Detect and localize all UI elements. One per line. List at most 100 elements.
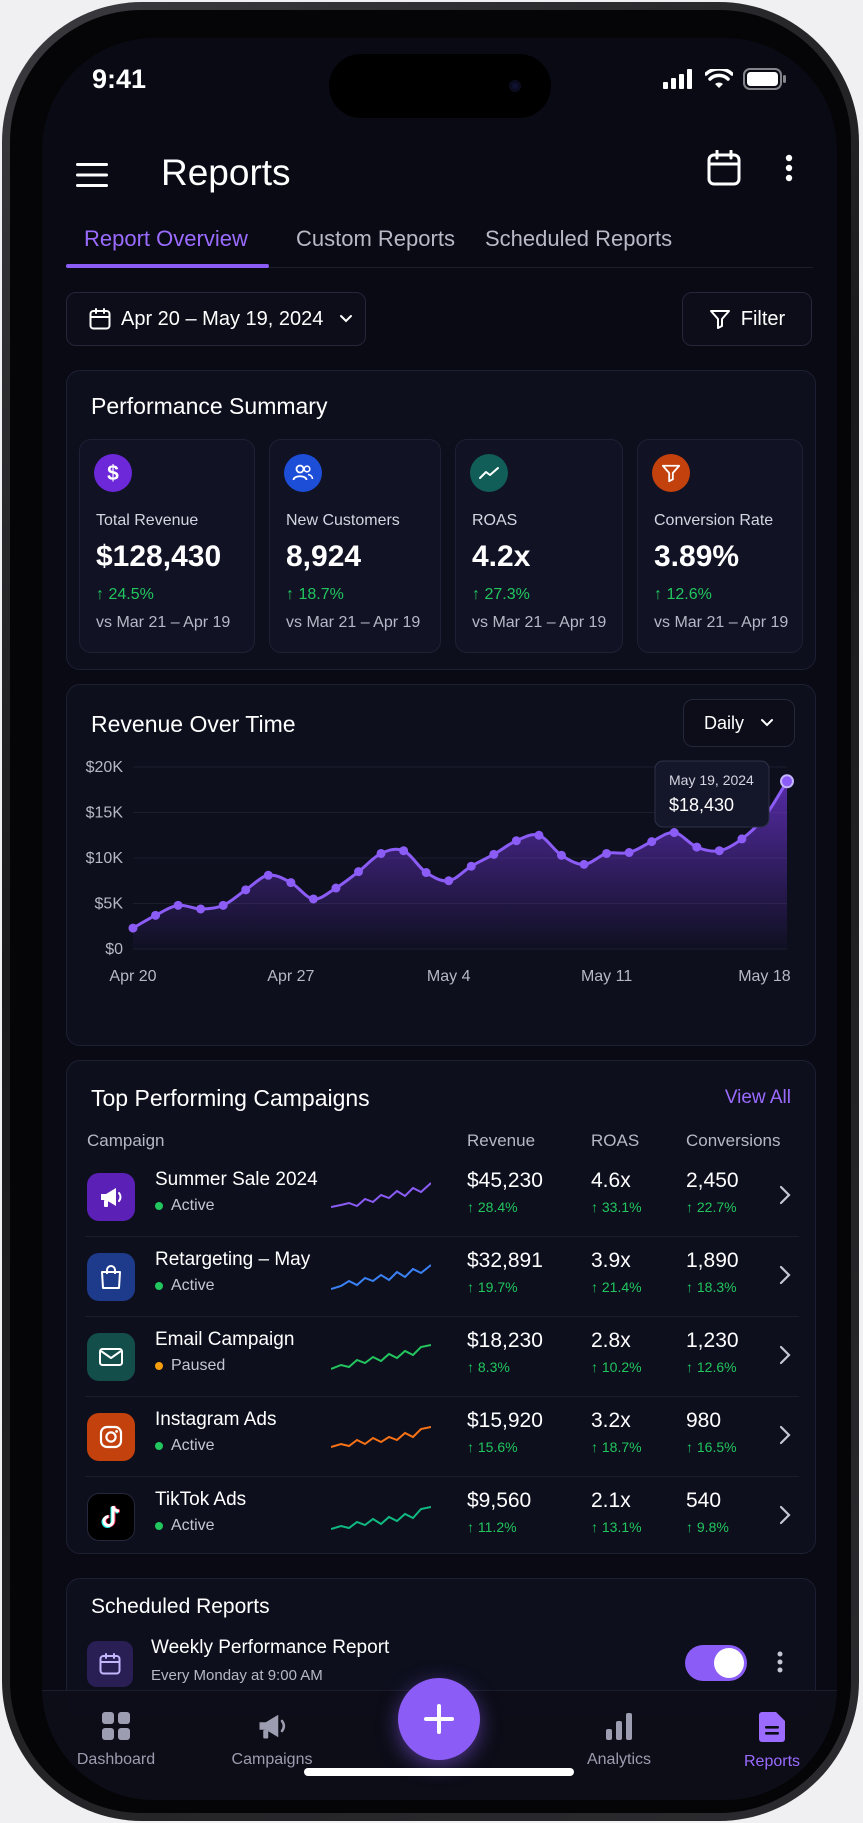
data-point[interactable] [780, 774, 794, 789]
tab-scheduled-reports[interactable]: Scheduled Reports [485, 226, 673, 251]
data-point[interactable] [714, 846, 724, 856]
campaign-status: Active [155, 1437, 215, 1455]
megaphone-icon [259, 1714, 286, 1739]
date-range-selector[interactable]: Apr 20 – May 19, 2024 [66, 292, 366, 346]
users-icon [284, 454, 322, 492]
column-header-conversions: Conversions [686, 1131, 781, 1150]
campaign-row[interactable]: Retargeting – May Active $32,891 ↑ 19.7%… [67, 1237, 817, 1317]
data-point[interactable] [489, 849, 499, 859]
metric-conversion-rate[interactable]: Conversion Rate 3.89% ↑ 12.6% vs Mar 21 … [637, 439, 803, 653]
y-tick-label: $20K [86, 759, 124, 776]
metric-label: Total Revenue [96, 512, 199, 529]
data-point[interactable] [556, 850, 566, 860]
menu-icon[interactable] [76, 162, 108, 188]
page-title: Reports [161, 152, 291, 193]
nav-analytics[interactable]: Analytics [559, 1711, 679, 1769]
data-point[interactable] [421, 868, 431, 878]
campaign-row[interactable]: TikTok Ads Active $9,560 ↑ 11.2% 2.1x ↑ … [67, 1477, 817, 1557]
metric-value: 8,924 [286, 540, 362, 573]
tab-custom-reports[interactable]: Custom Reports [296, 226, 455, 251]
data-point[interactable] [466, 861, 476, 871]
campaign-conversions-change: ↑ 12.6% [686, 1359, 737, 1375]
data-point[interactable] [241, 885, 251, 895]
chevron-right-icon[interactable] [779, 1265, 791, 1285]
data-point[interactable] [399, 846, 409, 856]
data-point[interactable] [173, 900, 183, 910]
campaign-revenue: $9,560 [467, 1489, 532, 1512]
chevron-right-icon[interactable] [779, 1425, 791, 1445]
chevron-right-icon[interactable] [779, 1505, 791, 1525]
scheduled-reports-title: Scheduled Reports [91, 1595, 270, 1618]
data-point[interactable] [647, 837, 657, 847]
nav-label: Campaigns [231, 1751, 313, 1768]
status-label: Active [171, 1437, 215, 1454]
metric-period: vs Mar 21 – Apr 19 [472, 614, 607, 631]
data-point[interactable] [737, 834, 747, 844]
campaign-roas-change: ↑ 10.2% [591, 1359, 642, 1375]
campaign-conversions: 540 [686, 1489, 722, 1512]
data-point[interactable] [624, 848, 634, 858]
active-tab-indicator [66, 264, 269, 268]
tab-report-overview[interactable]: Report Overview [84, 226, 248, 251]
data-point[interactable] [218, 900, 228, 910]
nav-dashboard[interactable]: Dashboard [56, 1711, 176, 1769]
metric-new-customers[interactable]: New Customers 8,924 ↑ 18.7% vs Mar 21 – … [269, 439, 441, 653]
campaign-name: Summer Sale 2024 [155, 1169, 318, 1190]
campaign-revenue: $15,920 [467, 1409, 543, 1432]
nav-campaigns[interactable]: Campaigns [212, 1711, 332, 1769]
data-point[interactable] [354, 867, 364, 877]
campaign-status: Active [155, 1197, 215, 1215]
y-tick-label: $5K [95, 896, 124, 913]
data-point[interactable] [511, 836, 521, 846]
more-vertical-icon[interactable] [785, 154, 793, 182]
metric-change: ↑ 12.6% [654, 586, 712, 603]
data-point[interactable] [376, 848, 386, 858]
campaign-row[interactable]: Email Campaign Paused $18,230 ↑ 8.3% 2.8… [67, 1317, 817, 1397]
nav-reports[interactable]: Reports [712, 1711, 832, 1771]
bar-chart-icon [606, 1713, 632, 1740]
data-point[interactable] [308, 894, 318, 904]
data-point[interactable] [579, 859, 589, 869]
revenue-chart: $0 $5K $10K $15K $20K Apr 20 Apr 27 May 4 May 1… [67, 755, 817, 1047]
campaign-status: Active [155, 1517, 215, 1535]
chevron-right-icon[interactable] [779, 1185, 791, 1205]
battery-icon [743, 68, 786, 90]
data-point[interactable] [534, 830, 544, 840]
data-point[interactable] [286, 878, 296, 888]
campaign-row[interactable]: Instagram Ads Active $15,920 ↑ 15.6% 3.2… [67, 1397, 817, 1477]
metric-roas[interactable]: ROAS 4.2x ↑ 27.3% vs Mar 21 – Apr 19 [455, 439, 623, 653]
x-tick-label: Apr 20 [109, 968, 156, 985]
report-tabs: Report Overview Custom Reports Scheduled… [66, 218, 813, 268]
data-point[interactable] [444, 876, 454, 886]
more-vertical-icon[interactable] [777, 1651, 783, 1673]
data-point[interactable] [196, 904, 206, 914]
data-point[interactable] [128, 923, 138, 933]
metric-label: New Customers [286, 512, 400, 529]
data-point[interactable] [263, 870, 273, 880]
y-tick-label: $0 [105, 941, 123, 958]
grid-icon [102, 1712, 130, 1740]
scheduled-report-toggle[interactable] [685, 1645, 747, 1681]
campaign-roas: 2.8x [591, 1329, 631, 1352]
y-tick-label: $10K [86, 850, 124, 867]
data-point[interactable] [331, 883, 341, 893]
campaign-row[interactable]: Summer Sale 2024 Active $45,230 ↑ 28.4% … [67, 1157, 817, 1237]
metric-total-revenue[interactable]: $ Total Revenue $128,430 ↑ 24.5% vs Mar … [79, 439, 255, 653]
status-dot [155, 1282, 163, 1290]
calendar-icon[interactable] [707, 150, 741, 186]
column-header-revenue: Revenue [467, 1131, 536, 1150]
view-all-link[interactable]: View All [724, 1087, 791, 1108]
add-button[interactable] [398, 1678, 480, 1760]
phone-bezel: 9:41 Reports Report Overview Custom Repo… [10, 10, 851, 1813]
chart-tooltip: May 19, 2024 $18,430 [654, 760, 770, 828]
revenue-chart-card: Revenue Over Time Daily [66, 684, 816, 1046]
data-point[interactable] [602, 848, 612, 858]
filter-button[interactable]: Filter [682, 292, 812, 346]
data-point[interactable] [151, 910, 161, 920]
granularity-select[interactable]: Daily [683, 699, 795, 747]
status-dot [155, 1202, 163, 1210]
data-point[interactable] [692, 842, 702, 852]
data-point[interactable] [669, 828, 679, 838]
chevron-right-icon[interactable] [779, 1345, 791, 1365]
